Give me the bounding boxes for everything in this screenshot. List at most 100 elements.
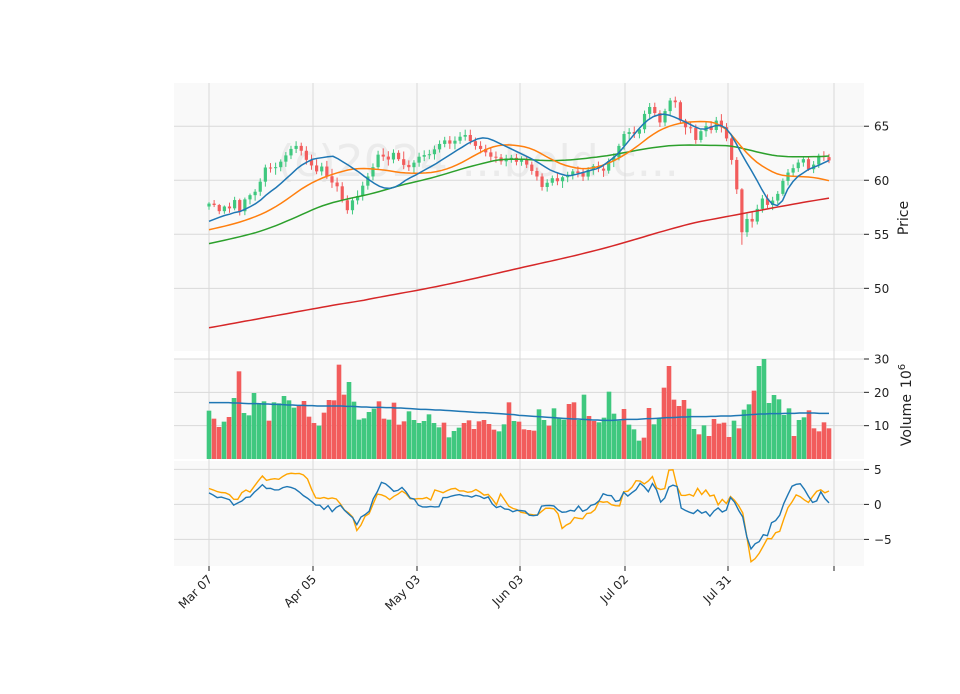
volume-bar: [806, 410, 812, 459]
candle-body: [437, 143, 442, 150]
candle-body: [366, 176, 370, 186]
volume-bar: [476, 421, 482, 459]
candle-body: [458, 136, 462, 141]
volume-bar: [281, 396, 287, 459]
candle-body: [386, 156, 390, 160]
volume-bar: [666, 366, 672, 459]
candle-body: [519, 159, 524, 162]
candle-body: [402, 159, 406, 165]
price-panel: [207, 96, 831, 329]
candle-body: [284, 155, 288, 162]
volume-bar: [791, 436, 797, 459]
candle-body: [304, 150, 308, 160]
candle-body: [806, 159, 811, 170]
candle-body: [274, 167, 278, 169]
volume-axis-label: Volume 106: [897, 364, 915, 446]
candle-body: [243, 199, 247, 212]
volume-bar: [611, 413, 617, 459]
volume-bar: [811, 428, 817, 459]
grid-lines: [174, 83, 864, 566]
volume-bar: [756, 366, 762, 459]
volume-bar: [641, 437, 647, 459]
volume-ma-line: [209, 401, 829, 422]
candle-body: [683, 120, 688, 128]
volume-bar: [326, 400, 332, 459]
candle-body: [325, 166, 329, 177]
volume-bar: [511, 421, 517, 459]
volume-bar: [566, 404, 572, 459]
volume-bar: [216, 427, 222, 459]
price-axis-label: Price: [896, 201, 912, 235]
volume-bar: [701, 425, 707, 459]
candle-body: [233, 200, 237, 209]
volume-bar: [241, 413, 247, 459]
volume-bar: [286, 400, 292, 459]
volume-bar: [646, 408, 652, 459]
volume-bar: [206, 410, 212, 459]
candle-body: [555, 178, 560, 182]
oscillator-tick-label: 5: [874, 463, 882, 477]
volume-bar: [741, 409, 747, 459]
candle-body: [581, 173, 585, 177]
volume-bar: [501, 424, 507, 459]
candle-body: [525, 159, 529, 165]
x-tick-label: Jul 31: [700, 572, 734, 606]
volume-bar: [471, 429, 477, 459]
candle-body: [673, 100, 677, 103]
candle-body: [453, 140, 457, 144]
candle-body: [299, 145, 303, 151]
candle-body: [627, 132, 631, 135]
volume-bar: [526, 430, 532, 459]
volume-bar: [711, 419, 717, 459]
volume-bar: [461, 423, 467, 459]
volume-bar: [691, 429, 697, 459]
volume-bar: [816, 431, 822, 459]
volume-bar: [546, 425, 552, 459]
candle-body: [463, 134, 467, 137]
volume-bar: [266, 420, 272, 459]
volume-bar: [651, 424, 657, 459]
candle-body: [238, 200, 242, 212]
volume-bar: [656, 418, 662, 459]
volume-bar: [231, 398, 237, 459]
candle-body: [268, 167, 273, 169]
candle-body: [340, 186, 344, 201]
x-tick-label: Jun 03: [489, 572, 526, 609]
x-tick-label: May 03: [382, 572, 423, 613]
volume-tick-label: 30: [874, 353, 889, 367]
price-tick-label: 60: [874, 174, 889, 188]
volume-bar: [356, 419, 362, 459]
volume-bar: [571, 402, 577, 459]
volume-bar: [316, 425, 322, 459]
candle-body: [817, 155, 821, 165]
candle-body: [248, 195, 252, 200]
volume-bar: [591, 421, 597, 459]
volume-bar: [361, 418, 367, 459]
volume-bar: [336, 364, 342, 459]
candle-body: [412, 162, 416, 168]
volume-bar: [421, 421, 427, 459]
volume-bar: [446, 437, 452, 459]
volume-bar: [826, 428, 832, 459]
volume-axis-unit: 10: [899, 370, 915, 388]
candle-body: [571, 171, 575, 176]
volume-bar: [276, 403, 282, 459]
candle-body: [622, 134, 626, 146]
candle-body: [607, 161, 611, 171]
volume-bar: [491, 429, 497, 459]
candle-body: [801, 159, 805, 163]
ma-short-line: [208, 113, 830, 223]
volume-bar: [441, 422, 447, 459]
volume-bar: [411, 420, 417, 459]
volume-bar: [661, 387, 667, 459]
volume-bar: [331, 400, 337, 459]
candle-body: [689, 127, 693, 129]
volume-bar: [261, 401, 267, 459]
candle-body: [376, 154, 380, 168]
candle-body: [601, 168, 606, 171]
price-tick-label: 55: [874, 228, 889, 242]
volume-bar: [576, 420, 582, 459]
volume-bar: [451, 431, 457, 459]
candle-body: [663, 111, 667, 123]
